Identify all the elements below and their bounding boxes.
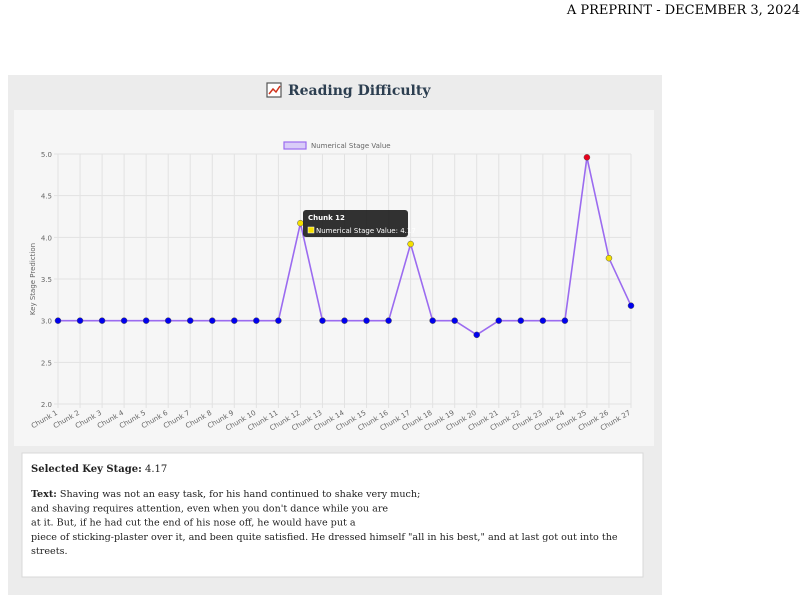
text-line: piece of sticking-plaster over it, and b… (31, 532, 618, 543)
y-tick-label: 5.0 (41, 151, 52, 159)
data-point (98, 317, 106, 324)
y-tick-label: 3.5 (41, 276, 52, 284)
data-point (517, 317, 525, 324)
selected-label: Selected Key Stage: (31, 464, 142, 475)
data-point (120, 317, 128, 324)
text-block: Text: Shaving was not an easy task, for … (31, 489, 618, 557)
text-content: at it. But, if he had cut the end of his… (31, 518, 356, 529)
data-point (451, 317, 458, 324)
title-icon (266, 82, 282, 98)
data-point (209, 317, 216, 324)
y-tick-label: 4.0 (41, 234, 52, 242)
data-point (429, 317, 436, 324)
data-point (76, 317, 84, 324)
page-header: A PREPRINT - DECEMBER 3, 2024 (566, 3, 800, 18)
data-point (253, 317, 260, 324)
data-point (627, 302, 635, 309)
data-point (473, 331, 480, 339)
selected-stage: Selected Key Stage: 4.17 (31, 464, 167, 475)
tooltip-title: Chunk 12 (308, 214, 345, 222)
y-tick-label: 3.0 (41, 318, 52, 326)
data-point (54, 317, 62, 324)
data-point (341, 317, 348, 324)
data-point (495, 317, 503, 324)
text-content: piece of sticking-plaster over it, and b… (31, 532, 618, 543)
data-point (297, 219, 304, 227)
legend-label: Numerical Stage Value (311, 142, 391, 150)
text-content: and shaving requires attention, even whe… (31, 503, 388, 514)
text-content: Shaving was not an easy task, for his ha… (57, 489, 420, 500)
tooltip-label: Numerical Stage Value: 4.17 (316, 227, 416, 235)
y-tick-label: 4.5 (41, 193, 52, 201)
data-point (186, 317, 194, 324)
text-line: at it. But, if he had cut the end of his… (31, 518, 356, 529)
data-point (363, 317, 370, 324)
data-point (164, 317, 172, 324)
text-line: and shaving requires attention, even whe… (31, 503, 388, 514)
data-point (561, 317, 569, 324)
data-point (142, 317, 150, 324)
y-axis-label: Key Stage Prediction (29, 243, 37, 315)
y-tick-label: 2.0 (41, 401, 52, 409)
text-label: Text: (31, 489, 57, 500)
text-line: Text: Shaving was not an easy task, for … (31, 489, 420, 500)
y-tick-label: 2.5 (41, 359, 52, 367)
data-point (583, 154, 591, 161)
text-content: streets. (31, 546, 68, 557)
legend-swatch (283, 141, 307, 150)
data-point (407, 240, 414, 248)
tooltip-swatch (307, 226, 315, 234)
data-point (275, 317, 282, 324)
data-point (605, 254, 613, 262)
panel-title: Reading Difficulty (288, 83, 431, 99)
selected-value: 4.17 (145, 464, 167, 475)
data-point (319, 317, 326, 324)
chart-area (14, 110, 654, 446)
text-line: streets. (31, 546, 68, 557)
info-box (21, 452, 644, 578)
data-point (539, 317, 547, 324)
data-point (385, 317, 392, 324)
tooltip-box (303, 210, 408, 237)
data-point (231, 317, 238, 324)
